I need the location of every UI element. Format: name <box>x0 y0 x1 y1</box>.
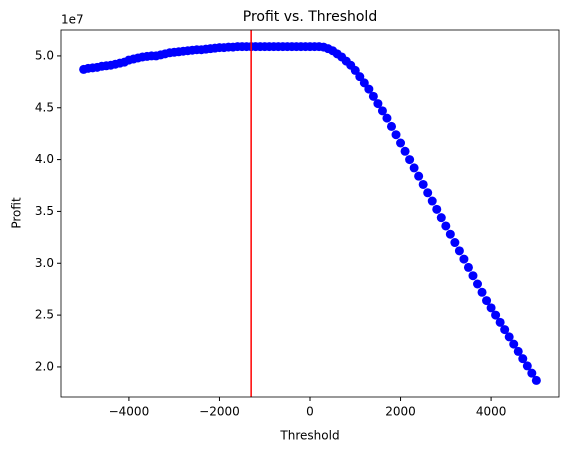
point <box>531 375 541 385</box>
point <box>405 155 415 165</box>
axes-frame <box>60 29 560 398</box>
point <box>427 196 437 206</box>
point <box>495 317 505 327</box>
point <box>396 138 406 148</box>
x-axis-label: Threshold <box>279 429 339 443</box>
y-tick-label: 4.5 <box>35 100 54 114</box>
point <box>373 99 383 109</box>
point <box>500 325 510 335</box>
y-tick-label: 2.5 <box>35 308 54 322</box>
y-tick-label: 5.0 <box>35 48 54 62</box>
point <box>382 113 392 123</box>
x-tick-label: 2000 <box>385 405 416 419</box>
point <box>414 171 424 181</box>
point <box>463 262 473 272</box>
point <box>436 213 446 223</box>
point <box>441 221 451 231</box>
point <box>386 121 396 131</box>
y-tick-label: 3.5 <box>35 204 54 218</box>
point <box>454 246 464 256</box>
point <box>355 72 365 82</box>
x-tick-label: 4000 <box>476 405 507 419</box>
point <box>509 339 519 349</box>
point <box>409 163 419 173</box>
point <box>391 130 401 140</box>
y-tick-label: 3.0 <box>35 256 54 270</box>
point <box>450 238 460 248</box>
y-tick-label: 4.0 <box>35 152 54 166</box>
point <box>377 106 387 116</box>
point <box>482 296 492 306</box>
x-tick-label: −4000 <box>109 405 150 419</box>
y-tick-label: 2.0 <box>35 359 54 373</box>
point <box>400 146 410 156</box>
point <box>350 65 360 75</box>
x-tick-label: −2000 <box>199 405 240 419</box>
point <box>364 84 374 94</box>
point <box>418 179 428 189</box>
point <box>527 368 537 378</box>
point <box>504 332 514 342</box>
point <box>522 361 532 371</box>
y-axis-label: Profit <box>10 197 24 229</box>
point <box>445 229 455 239</box>
point <box>459 254 469 264</box>
x-tick-label: 0 <box>306 405 314 419</box>
point <box>468 271 478 281</box>
point <box>491 310 501 320</box>
point <box>423 188 433 198</box>
point <box>473 279 483 289</box>
point <box>368 91 378 101</box>
point <box>486 303 496 313</box>
point <box>359 78 369 88</box>
point <box>513 346 523 356</box>
point <box>477 287 487 297</box>
y-offset-label: 1e7 <box>61 13 84 27</box>
point <box>432 204 442 214</box>
point <box>518 354 528 364</box>
chart-title: Profit vs. Threshold <box>243 9 377 25</box>
